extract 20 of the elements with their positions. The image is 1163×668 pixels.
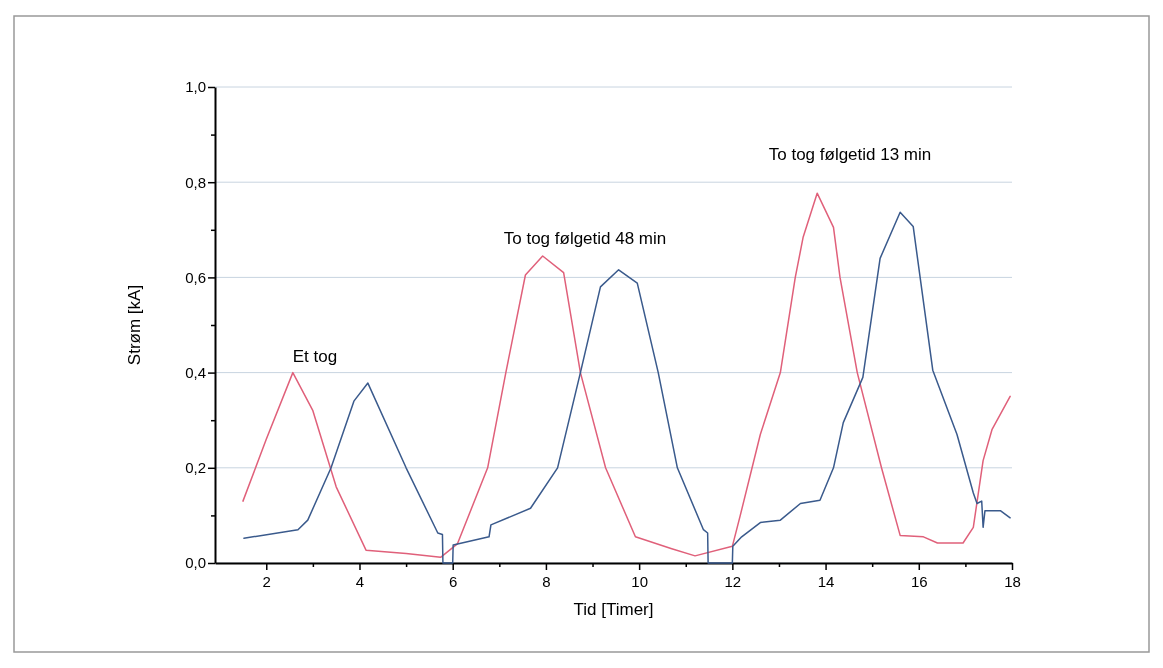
y-tick-label: 0,4 [185, 363, 206, 381]
x-tick-label: 6 [449, 573, 458, 590]
x-axis-title: Tid [Timer] [573, 600, 654, 619]
x-tick-label: 10 [631, 573, 648, 590]
x-tick-label: 18 [1004, 573, 1021, 590]
annotation: Et tog [292, 347, 338, 366]
x-tick-label: 16 [910, 573, 928, 590]
annotation: To tog følgetid 13 min [768, 145, 932, 164]
x-tick-label: 4 [355, 573, 365, 590]
annotation: To tog følgetid 48 min [503, 229, 667, 248]
y-tick-label: 0,8 [185, 173, 206, 191]
y-tick-label: 0,2 [185, 459, 206, 477]
y-axis-title: Strøm [kA] [125, 284, 144, 366]
x-tick-label: 8 [542, 573, 551, 590]
y-tick-label: 1,0 [185, 78, 206, 96]
x-tick-label: 14 [817, 573, 835, 590]
x-tick-label: 2 [262, 573, 271, 590]
y-tick-label: 0,0 [185, 554, 206, 572]
y-tick-label: 0,6 [185, 268, 206, 286]
x-tick-label: 12 [724, 573, 742, 590]
